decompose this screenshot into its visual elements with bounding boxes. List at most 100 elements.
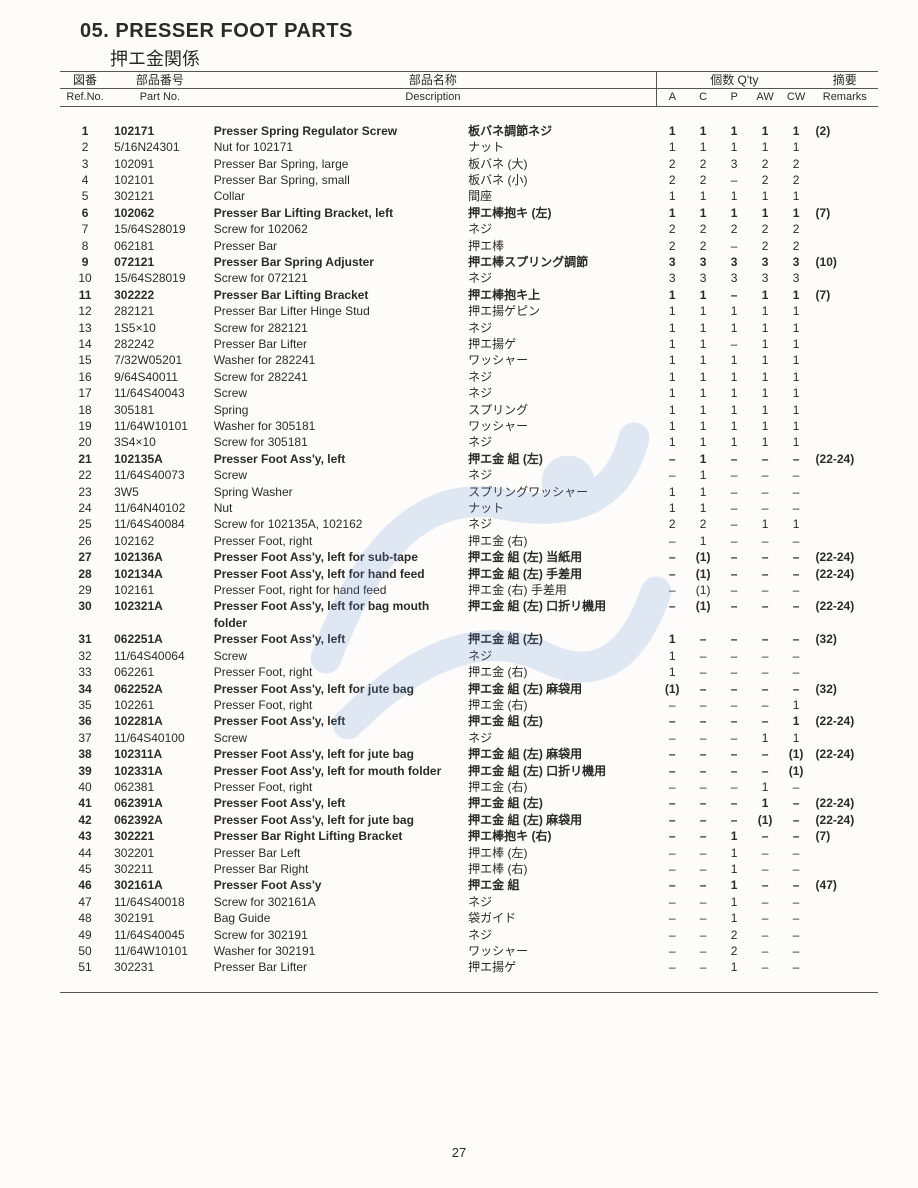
cell-remarks xyxy=(812,484,878,500)
cell-part: 302231 xyxy=(110,959,210,975)
table-header: 図番 部品番号 部品名称 個数 Q'ty 摘要 Ref.No. Part No.… xyxy=(60,72,878,107)
table-row: 26102162Presser Foot, right押エ金 (右)–1––– xyxy=(60,533,878,549)
cell-qty-1: – xyxy=(688,845,719,861)
cell-ref: 14 xyxy=(60,336,110,352)
cell-qty-2: – xyxy=(719,451,750,467)
cell-qty-0: – xyxy=(657,549,688,565)
cell-ref: 33 xyxy=(60,664,110,680)
cell-qty-0: 3 xyxy=(657,270,688,286)
cell-qty-0: 1 xyxy=(657,188,688,204)
cell-qty-1: – xyxy=(688,763,719,779)
cell-qty-4: – xyxy=(781,467,812,483)
cell-desc-jp: ナット xyxy=(464,500,657,516)
cell-desc-jp: 押エ金 組 (左) xyxy=(464,631,657,647)
cell-qty-3: 1 xyxy=(750,730,781,746)
cell-qty-2: 3 xyxy=(719,156,750,172)
cell-qty-4: 1 xyxy=(781,320,812,336)
cell-qty-2: – xyxy=(719,238,750,254)
table-row: 42062392APresser Foot Ass'y, left for ju… xyxy=(60,812,878,828)
cell-part: 11/64S40084 xyxy=(110,516,210,532)
cell-ref: 2 xyxy=(60,139,110,155)
cell-qty-1: – xyxy=(688,795,719,811)
cell-qty-2: 1 xyxy=(719,369,750,385)
cell-ref: 1 xyxy=(60,123,110,139)
cell-qty-0: 3 xyxy=(657,254,688,270)
cell-qty-1: 2 xyxy=(688,221,719,237)
cell-ref: 18 xyxy=(60,402,110,418)
cell-qty-4: 2 xyxy=(781,238,812,254)
cell-qty-0: 1 xyxy=(657,320,688,336)
cell-qty-4: 3 xyxy=(781,270,812,286)
cell-part: 11/64S40100 xyxy=(110,730,210,746)
cell-ref: 21 xyxy=(60,451,110,467)
cell-qty-0: – xyxy=(657,713,688,729)
cell-part: 302221 xyxy=(110,828,210,844)
cell-qty-1: 2 xyxy=(688,156,719,172)
hdr-desc-en: Description xyxy=(210,89,657,106)
cell-qty-1: 1 xyxy=(688,533,719,549)
hdr-rem-en: Remarks xyxy=(812,89,878,106)
cell-desc-en: Presser Bar Right Lifting Bracket xyxy=(210,828,464,844)
cell-remarks xyxy=(812,385,878,401)
cell-qty-3: 1 xyxy=(750,516,781,532)
cell-desc-jp: 押エ金 組 xyxy=(464,877,657,893)
cell-ref: 24 xyxy=(60,500,110,516)
table-row: 39102331APresser Foot Ass'y, left for mo… xyxy=(60,763,878,779)
cell-qty-3: – xyxy=(750,467,781,483)
table-row: 31062251APresser Foot Ass'y, left押エ金 組 (… xyxy=(60,631,878,647)
cell-remarks xyxy=(812,845,878,861)
table-row: 25/16N24301Nut for 102171ナット11111 xyxy=(60,139,878,155)
cell-desc-en: Presser Foot Ass'y, left for jute bag xyxy=(210,746,464,762)
cell-qty-2: 3 xyxy=(719,254,750,270)
table-body: 1102171Presser Spring Regulator Screw板バネ… xyxy=(60,106,878,992)
table-row: 6102062Presser Bar Lifting Bracket, left… xyxy=(60,205,878,221)
cell-qty-3: 1 xyxy=(750,287,781,303)
cell-qty-2: – xyxy=(719,812,750,828)
cell-remarks xyxy=(812,927,878,943)
cell-qty-3: 1 xyxy=(750,402,781,418)
cell-desc-en: Presser Foot Ass'y, left xyxy=(210,795,464,811)
table-row: 157/32W05201Washer for 282241ワッシャー11111 xyxy=(60,352,878,368)
cell-desc-en: Presser Foot Ass'y, left for bag mouth f… xyxy=(210,598,464,631)
cell-qty-4: – xyxy=(781,451,812,467)
cell-qty-4: (1) xyxy=(781,763,812,779)
table-row: 41062391APresser Foot Ass'y, left押エ金 組 (… xyxy=(60,795,878,811)
cell-part: 062381 xyxy=(110,779,210,795)
cell-qty-3: – xyxy=(750,681,781,697)
cell-qty-3: – xyxy=(750,631,781,647)
cell-remarks xyxy=(812,156,878,172)
cell-desc-en: Presser Bar Lifter xyxy=(210,336,464,352)
table-row: 131S5×10Screw for 282121ネジ11111 xyxy=(60,320,878,336)
cell-qty-3: – xyxy=(750,451,781,467)
cell-part: 062392A xyxy=(110,812,210,828)
cell-remarks: (7) xyxy=(812,205,878,221)
cell-qty-1: – xyxy=(688,746,719,762)
cell-qty-1: – xyxy=(688,943,719,959)
cell-qty-2: 1 xyxy=(719,828,750,844)
cell-ref: 17 xyxy=(60,385,110,401)
cell-desc-jp: ネジ xyxy=(464,221,657,237)
cell-qty-0: – xyxy=(657,598,688,631)
cell-part: 102135A xyxy=(110,451,210,467)
cell-qty-1: – xyxy=(688,730,719,746)
cell-ref: 6 xyxy=(60,205,110,221)
cell-part: 11/64S40045 xyxy=(110,927,210,943)
cell-qty-0: 2 xyxy=(657,221,688,237)
cell-part: 062261 xyxy=(110,664,210,680)
cell-desc-en: Presser Foot Ass'y xyxy=(210,877,464,893)
cell-qty-0: – xyxy=(657,894,688,910)
cell-qty-2: – xyxy=(719,172,750,188)
cell-qty-3: 1 xyxy=(750,418,781,434)
cell-part: 302201 xyxy=(110,845,210,861)
table-row: 233W5Spring Washerスプリングワッシャー11––– xyxy=(60,484,878,500)
table-row: 27102136APresser Foot Ass'y, left for su… xyxy=(60,549,878,565)
cell-qty-3: (1) xyxy=(750,812,781,828)
cell-desc-jp: 板バネ調節ネジ xyxy=(464,123,657,139)
cell-desc-en: Presser Foot Ass'y, left for jute bag xyxy=(210,681,464,697)
cell-remarks xyxy=(812,500,878,516)
page: 05. PRESSER FOOT PARTS 押エ金関係 図番 部品番号 部品名… xyxy=(0,0,918,1188)
cell-qty-2: 1 xyxy=(719,188,750,204)
cell-qty-0: – xyxy=(657,910,688,926)
table-row: 1911/64W10101Washer for 305181ワッシャー11111 xyxy=(60,418,878,434)
cell-qty-1: 1 xyxy=(688,352,719,368)
